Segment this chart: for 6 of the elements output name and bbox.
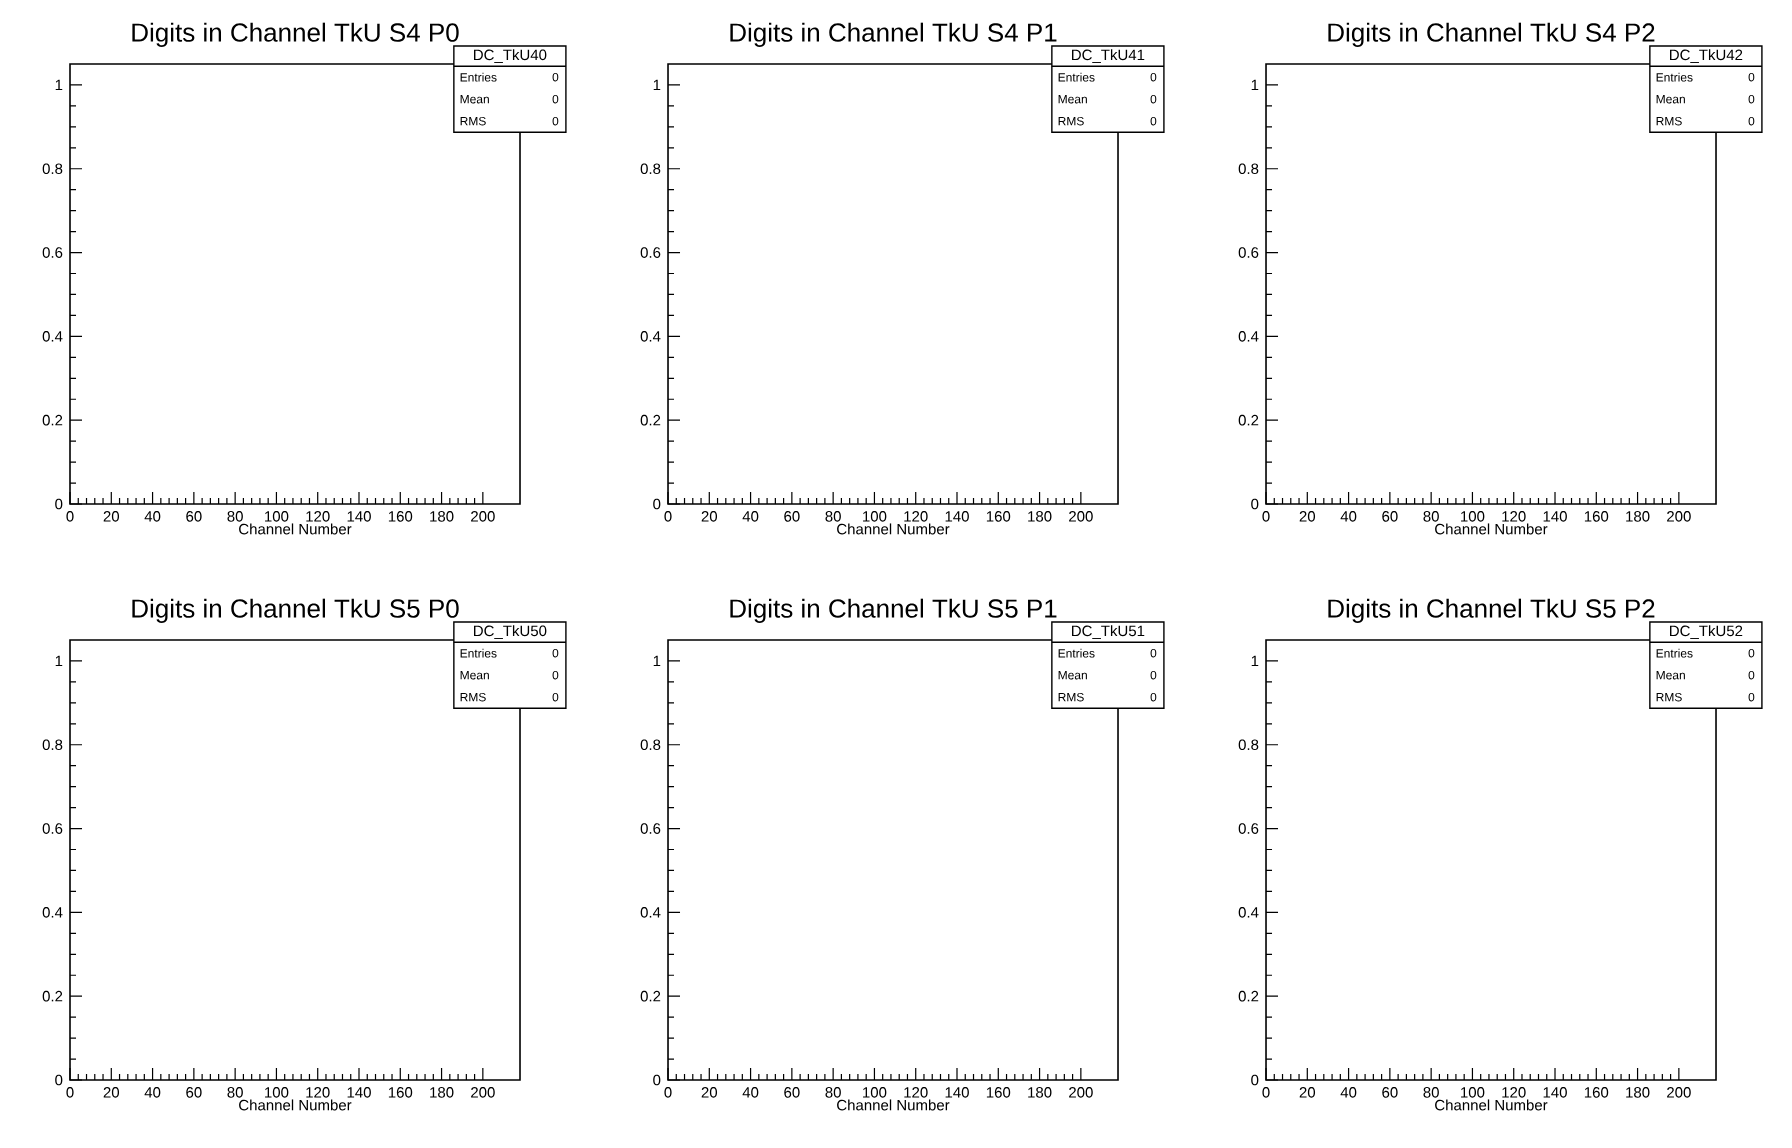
chart-title: Digits in Channel TkU S5 P0 — [132, 598, 459, 623]
chart-title: Digits in Channel TkU S4 P0 — [132, 22, 459, 47]
chart-title: Digits in Channel TkU S5 P1 — [730, 598, 1057, 623]
chart-title: Digits in Channel TkU S4 P1 — [730, 22, 1057, 47]
chart-title: Digits in Channel TkU S4 P2 — [1328, 22, 1655, 47]
chart-title: Digits in Channel TkU S5 P2 — [1328, 598, 1655, 623]
